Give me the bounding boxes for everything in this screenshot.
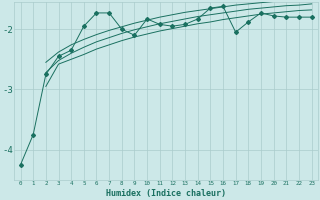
X-axis label: Humidex (Indice chaleur): Humidex (Indice chaleur) xyxy=(106,189,226,198)
